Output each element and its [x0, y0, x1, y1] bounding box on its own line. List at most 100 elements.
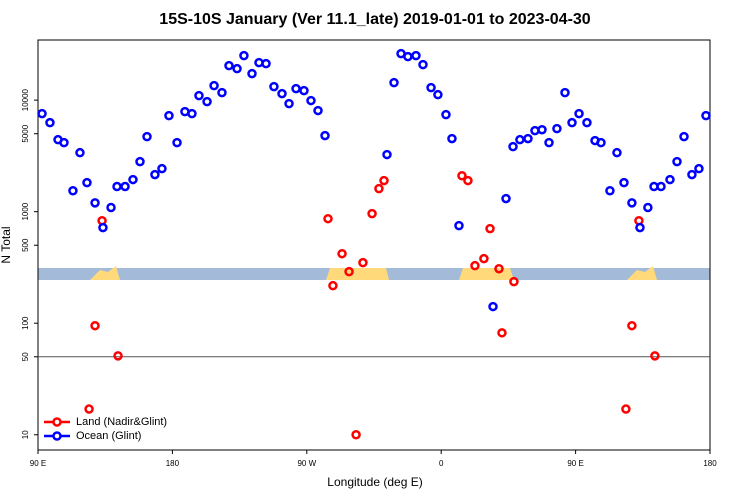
point [164, 110, 174, 121]
x-axis-label: Longitude (deg E) [327, 475, 422, 489]
point [619, 177, 629, 188]
y-tick-label: 1000 [21, 202, 30, 220]
point [90, 320, 100, 331]
x-tick-label: 90 E [567, 459, 583, 468]
point [261, 58, 271, 69]
point [635, 222, 645, 233]
point [485, 223, 495, 234]
point [128, 174, 138, 185]
point [291, 83, 301, 94]
point [389, 77, 399, 88]
x-tick-label: 180 [703, 459, 717, 468]
point [672, 156, 682, 167]
point [328, 280, 338, 291]
point [84, 404, 94, 414]
point [239, 50, 249, 61]
y-tick-label: 10 [21, 430, 30, 439]
point [106, 202, 116, 213]
point [656, 181, 666, 192]
point [323, 213, 333, 224]
point [37, 108, 47, 119]
point [351, 430, 361, 440]
point [194, 90, 204, 101]
point [470, 260, 480, 271]
point [344, 266, 354, 277]
point [382, 149, 392, 160]
point [217, 87, 227, 98]
x-tick-label: 0 [439, 459, 444, 468]
point [567, 117, 577, 128]
point [135, 156, 145, 167]
point [612, 147, 622, 158]
point [358, 257, 368, 268]
point [150, 169, 160, 180]
legend-label: Land (Nadir&Glint) [76, 416, 167, 428]
land-band [90, 266, 120, 280]
point [403, 51, 413, 62]
point [596, 137, 606, 148]
point [574, 108, 584, 119]
point [284, 98, 294, 109]
x-tick-label: 90 E [30, 459, 46, 468]
point [679, 131, 689, 142]
point [247, 68, 257, 79]
point [59, 137, 69, 148]
point [627, 198, 637, 208]
point [113, 351, 123, 361]
point [494, 263, 504, 274]
point [224, 60, 234, 71]
point [560, 87, 570, 98]
point [112, 181, 122, 192]
point [202, 96, 212, 107]
y-tick-label: 500 [21, 238, 30, 252]
point [479, 253, 489, 264]
point [232, 63, 242, 74]
x-tick-label: 90 W [297, 459, 316, 468]
land-band [459, 268, 514, 280]
point [320, 130, 330, 141]
point [694, 163, 704, 174]
point [441, 109, 451, 120]
point [447, 133, 457, 144]
point [187, 108, 197, 119]
point [379, 175, 389, 186]
point [120, 181, 130, 192]
point [509, 276, 519, 287]
point [142, 131, 152, 142]
point [582, 117, 592, 128]
y-tick-label: 5000 [21, 124, 30, 142]
point [306, 95, 316, 106]
y-tick-label: 50 [21, 352, 30, 361]
chart-title: 15S-10S January (Ver 11.1_late) 2019-01-… [159, 11, 590, 28]
point [45, 117, 55, 128]
y-tick-label: 100 [21, 316, 30, 330]
land-band [326, 268, 389, 280]
point [650, 351, 660, 361]
point [501, 193, 511, 204]
point [337, 248, 347, 259]
y-axis-label: N Total [0, 226, 13, 263]
y-tick-label: 10000 [21, 88, 30, 111]
point [418, 59, 428, 70]
plot-frame [37, 39, 711, 451]
point [90, 198, 100, 208]
x-tick-label: 180 [166, 459, 180, 468]
point [544, 137, 554, 148]
legend-marker [52, 417, 62, 427]
point [497, 328, 507, 338]
point [463, 175, 473, 186]
point [157, 163, 167, 174]
point [687, 169, 697, 180]
surface-band [38, 266, 710, 280]
point [68, 186, 78, 196]
point [643, 202, 653, 213]
point [605, 186, 615, 196]
land-band [627, 266, 657, 280]
point [209, 80, 219, 91]
point [515, 134, 525, 145]
legend-marker [52, 431, 62, 441]
point [269, 81, 279, 92]
point [523, 133, 533, 144]
point [374, 183, 384, 194]
point [508, 141, 518, 152]
